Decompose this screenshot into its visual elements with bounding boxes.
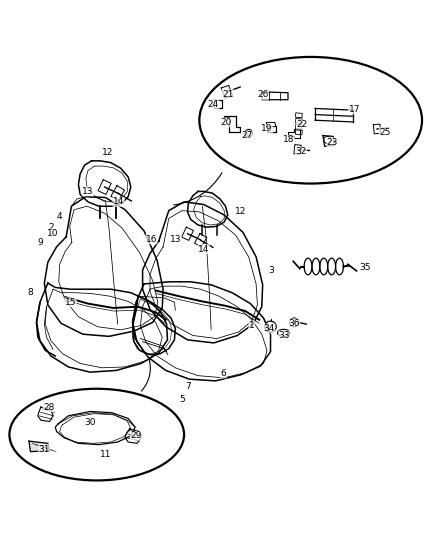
Text: 23: 23 bbox=[327, 138, 338, 147]
Text: 29: 29 bbox=[131, 431, 142, 440]
Text: 6: 6 bbox=[220, 369, 226, 378]
Text: 13: 13 bbox=[170, 235, 181, 244]
Text: 32: 32 bbox=[295, 147, 307, 156]
Text: 28: 28 bbox=[43, 402, 54, 411]
Text: 15: 15 bbox=[65, 298, 76, 307]
Text: 26: 26 bbox=[257, 91, 268, 100]
Text: 34: 34 bbox=[264, 324, 275, 333]
Text: 22: 22 bbox=[297, 120, 307, 129]
Text: 3: 3 bbox=[268, 266, 274, 276]
Text: 7: 7 bbox=[186, 382, 191, 391]
Bar bbox=[295, 113, 302, 118]
Text: 27: 27 bbox=[242, 131, 253, 140]
Bar bbox=[295, 130, 302, 135]
Text: 18: 18 bbox=[283, 135, 295, 144]
Bar bbox=[295, 124, 302, 129]
Text: 24: 24 bbox=[208, 100, 219, 109]
Text: 10: 10 bbox=[47, 229, 59, 238]
Text: 13: 13 bbox=[82, 187, 94, 196]
Text: 17: 17 bbox=[349, 105, 360, 114]
Text: 14: 14 bbox=[113, 197, 124, 206]
Text: 36: 36 bbox=[288, 319, 300, 328]
Polygon shape bbox=[29, 441, 49, 451]
Text: 21: 21 bbox=[222, 90, 233, 99]
Text: 8: 8 bbox=[28, 288, 33, 297]
Text: 33: 33 bbox=[279, 331, 290, 340]
Text: 4: 4 bbox=[57, 212, 63, 221]
Text: 30: 30 bbox=[85, 418, 96, 427]
Text: 9: 9 bbox=[37, 238, 43, 247]
Text: 20: 20 bbox=[220, 118, 231, 127]
Text: 12: 12 bbox=[235, 207, 247, 216]
Text: 19: 19 bbox=[261, 125, 273, 133]
Text: 14: 14 bbox=[198, 245, 209, 254]
Text: 12: 12 bbox=[102, 149, 113, 157]
Text: 11: 11 bbox=[100, 450, 111, 459]
Text: 1: 1 bbox=[249, 321, 254, 330]
Bar bbox=[295, 118, 302, 124]
Text: 35: 35 bbox=[360, 263, 371, 272]
Text: 31: 31 bbox=[39, 445, 50, 454]
Text: 5: 5 bbox=[179, 395, 185, 404]
Text: 16: 16 bbox=[145, 235, 157, 244]
Text: 25: 25 bbox=[379, 127, 391, 136]
Text: 2: 2 bbox=[48, 223, 54, 232]
